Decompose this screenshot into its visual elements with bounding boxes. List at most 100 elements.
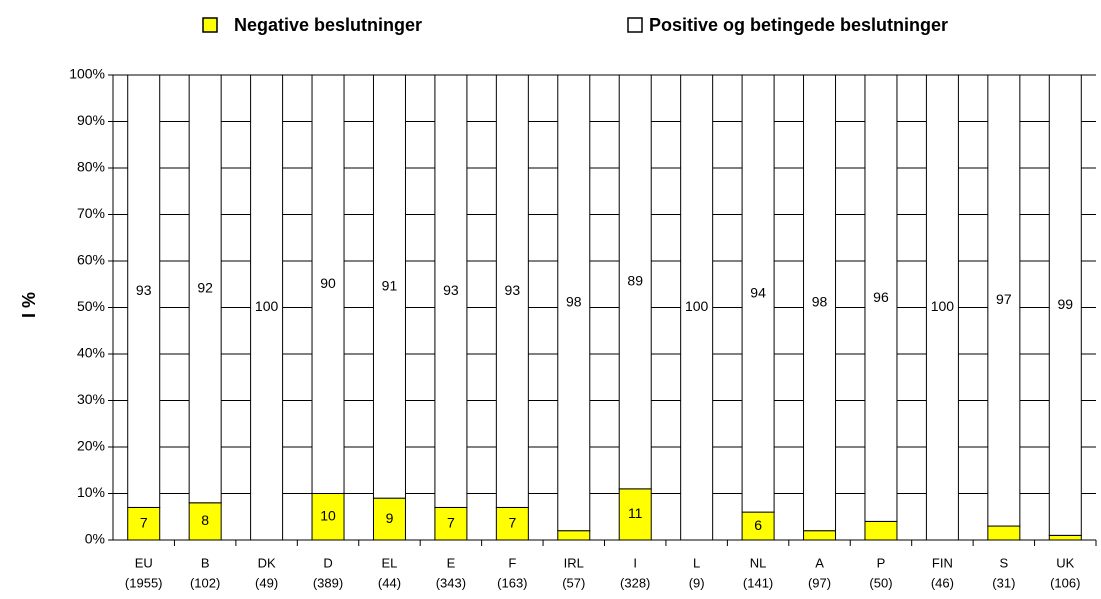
x-tick-sample-size: (141) (743, 575, 773, 590)
data-label: 99 (1057, 296, 1073, 312)
bar-segment (127, 506, 161, 541)
x-tick-label: EL (382, 555, 398, 570)
x-tick-sample-size: (46) (931, 575, 954, 590)
bar-segment (311, 74, 345, 494)
data-label: 7 (508, 514, 516, 530)
bar-segment (557, 74, 591, 532)
x-tick-label: A (815, 555, 824, 570)
x-tick-label: FIN (932, 555, 953, 570)
bar-segment (311, 493, 345, 541)
bar-segment (803, 74, 837, 532)
x-tick-sample-size: (1955) (125, 575, 163, 590)
bar-segment (618, 74, 652, 490)
y-tick-label: 30% (77, 391, 105, 407)
bar-segment (741, 511, 775, 541)
x-tick-label: B (201, 555, 210, 570)
legend-label: Negative beslutninger (234, 15, 422, 35)
x-tick-sample-size: (49) (255, 575, 278, 590)
y-tick-label: 40% (77, 345, 105, 361)
x-tick-label: EU (135, 555, 153, 570)
data-label: 91 (382, 277, 398, 293)
x-tick-label: UK (1056, 555, 1074, 570)
x-tick-sample-size: (57) (562, 575, 585, 590)
x-tick-sample-size: (389) (313, 575, 343, 590)
data-label: 98 (812, 294, 828, 310)
x-tick-label: L (693, 555, 700, 570)
bar-segment (372, 497, 406, 541)
bar-segment (188, 74, 222, 504)
bar-segment (372, 74, 406, 499)
bar-segment (127, 74, 161, 508)
bar-segment (495, 506, 529, 541)
bar-segment (803, 530, 837, 541)
x-tick-label: E (447, 555, 456, 570)
x-tick-sample-size: (343) (436, 575, 466, 590)
y-tick-label: 70% (77, 205, 105, 221)
bar-segment (680, 74, 714, 541)
data-label: 93 (136, 282, 152, 298)
data-label: 93 (443, 282, 459, 298)
data-label: 92 (197, 280, 213, 296)
y-axis-title: I % (19, 292, 39, 318)
x-tick-label: I (633, 555, 637, 570)
bar-segment (250, 74, 284, 541)
y-tick-label: 0% (85, 531, 105, 547)
data-label: 11 (628, 505, 643, 521)
x-tick-sample-size: (9) (689, 575, 705, 590)
y-tick-label: 100% (69, 66, 105, 82)
data-label: 100 (685, 298, 709, 314)
x-tick-sample-size: (106) (1050, 575, 1080, 590)
x-tick-label: S (1000, 555, 1009, 570)
x-tick-label: DK (258, 555, 276, 570)
bar-segment (1048, 74, 1082, 536)
bar-segment (987, 74, 1021, 527)
y-tick-label: 60% (77, 252, 105, 268)
legend-label: Positive og betingede beslutninger (649, 15, 948, 35)
data-label: 9 (386, 510, 394, 526)
y-tick-label: 90% (77, 112, 105, 128)
x-tick-sample-size: (31) (992, 575, 1015, 590)
y-tick-label: 20% (77, 438, 105, 454)
data-label: 98 (566, 294, 582, 310)
x-tick-label: P (877, 555, 886, 570)
bar-segment (864, 74, 898, 522)
data-label: 96 (873, 289, 889, 305)
x-tick-sample-size: (102) (190, 575, 220, 590)
x-tick-sample-size: (44) (378, 575, 401, 590)
data-label: 89 (627, 273, 643, 289)
y-tick-label: 80% (77, 159, 105, 175)
bar-segment (557, 530, 591, 541)
bar-segment (925, 74, 959, 541)
bar-segment (987, 525, 1021, 541)
bar-segment (495, 74, 529, 508)
x-tick-sample-size: (328) (620, 575, 650, 590)
bar-segment (1048, 534, 1082, 541)
data-label: 8 (201, 512, 209, 528)
x-tick-label: D (323, 555, 332, 570)
data-label: 90 (320, 275, 336, 291)
bar-segment (434, 74, 468, 508)
data-label: 97 (996, 291, 1012, 307)
y-tick-label: 50% (77, 298, 105, 314)
x-tick-label: F (508, 555, 516, 570)
bar-segment (864, 520, 898, 541)
data-label: 7 (447, 514, 455, 530)
data-label: 100 (255, 298, 279, 314)
legend-swatch (202, 17, 218, 33)
x-tick-sample-size: (50) (869, 575, 892, 590)
data-label: 94 (750, 284, 766, 300)
legend-swatch (627, 17, 643, 33)
x-tick-sample-size: (97) (808, 575, 831, 590)
data-label: 10 (320, 507, 336, 523)
x-tick-label: IRL (564, 555, 584, 570)
y-tick-label: 10% (77, 484, 105, 500)
x-tick-label: NL (750, 555, 767, 570)
bar-segment (741, 74, 775, 513)
data-label: 6 (754, 517, 762, 533)
bar-segment (618, 488, 652, 541)
data-label: 7 (140, 514, 148, 530)
data-label: 100 (931, 298, 955, 314)
x-tick-sample-size: (163) (497, 575, 527, 590)
data-label: 93 (505, 282, 521, 298)
